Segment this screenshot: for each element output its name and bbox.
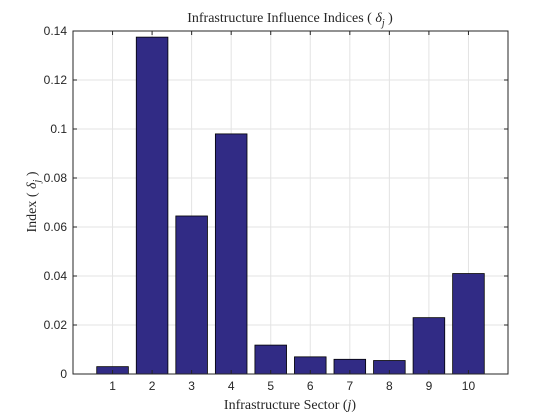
x-tick-label: 4	[228, 379, 235, 393]
y-tick-label: 0.12	[44, 73, 68, 87]
x-tick-label: 10	[462, 379, 476, 393]
bar-4	[215, 134, 247, 374]
bar-2	[136, 37, 168, 374]
y-tick-label: 0	[60, 367, 67, 381]
y-tick-label: 0.1	[50, 122, 67, 136]
y-tick-label: 0.08	[44, 171, 68, 185]
x-axis-label: Infrastructure Sector (j)	[224, 398, 357, 413]
y-tick-label: 0.02	[44, 318, 68, 332]
x-tick-label: 9	[426, 379, 433, 393]
y-tick-label: 0.14	[44, 24, 68, 38]
x-tick-label: 3	[188, 379, 195, 393]
bar-3	[176, 216, 208, 374]
bar-9	[413, 318, 445, 374]
y-tick-label: 0.06	[44, 220, 68, 234]
x-tick-label: 7	[346, 379, 353, 393]
bar-5	[255, 345, 287, 374]
x-tick-label: 1	[109, 379, 116, 393]
x-tick-label: 5	[267, 379, 274, 393]
x-tick-label: 6	[307, 379, 314, 393]
x-tick-label: 2	[149, 379, 156, 393]
bar-10	[453, 274, 485, 374]
x-tick-label: 8	[386, 379, 393, 393]
y-tick-label: 0.04	[44, 269, 68, 283]
